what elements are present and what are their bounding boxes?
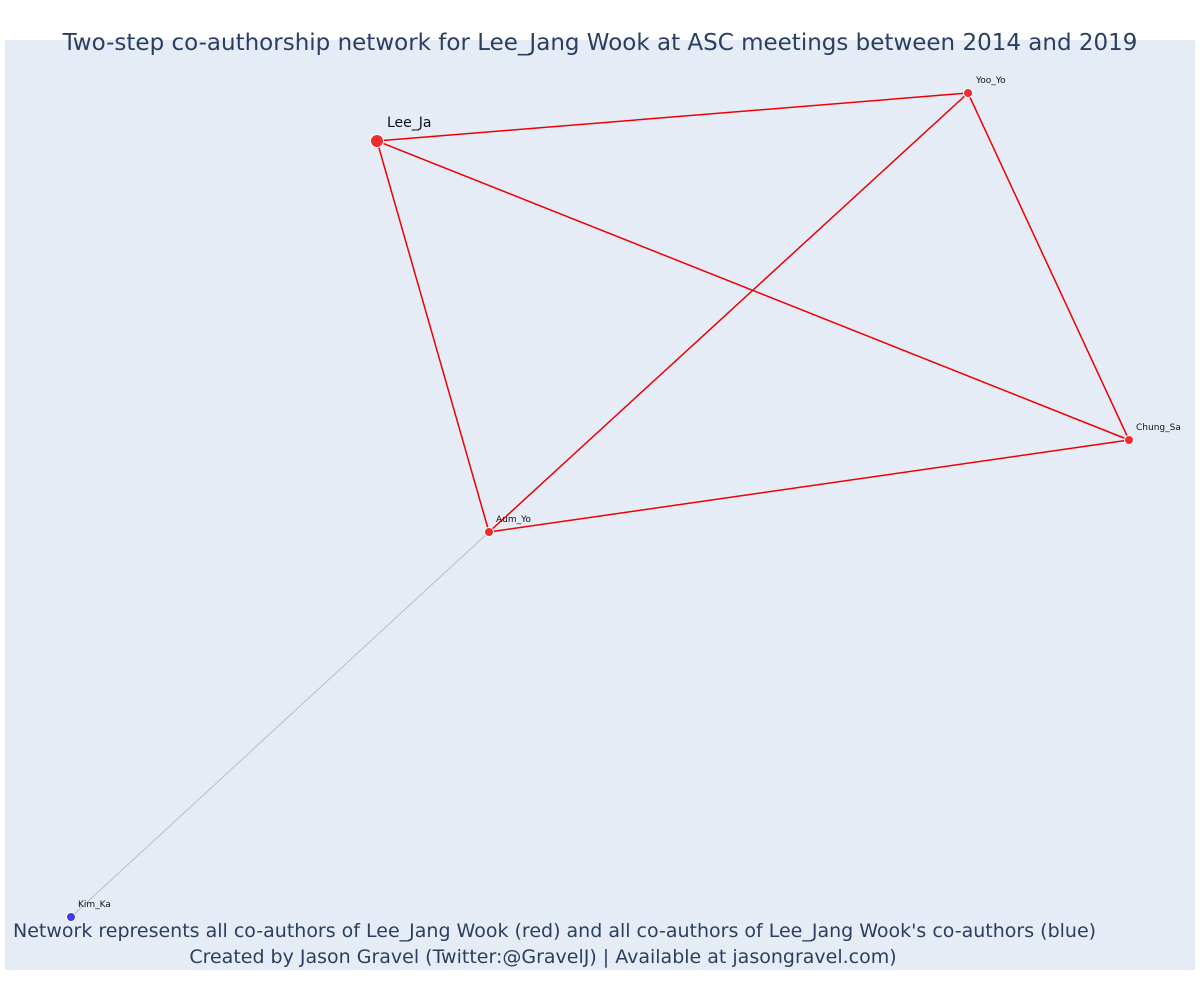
edge-lee-ja-aum-yo bbox=[376, 140, 490, 533]
edge-lee-ja-yoo-yo bbox=[376, 92, 969, 142]
node-yoo-yo[interactable] bbox=[963, 88, 973, 98]
labels-layer: Lee_Ja Yoo_Yo Chung_Sa Aum_Yo Kim_Ka bbox=[78, 76, 1181, 910]
node-kim-ka[interactable] bbox=[66, 912, 76, 922]
node-label-kim-ka: Kim_Ka bbox=[78, 900, 111, 910]
caption: Network represents all co-authors of Lee… bbox=[13, 918, 1097, 970]
node-aum-yo[interactable] bbox=[484, 527, 494, 537]
edge-aum-yo-kim-ka bbox=[70, 531, 490, 918]
caption-line-1: Network represents all co-authors of Lee… bbox=[13, 920, 1097, 942]
edges-layer bbox=[70, 92, 1130, 918]
node-label-lee-ja: Lee_Ja bbox=[387, 115, 432, 131]
node-label-chung-sa: Chung_Sa bbox=[1136, 423, 1181, 433]
nodes-layer bbox=[66, 88, 1134, 922]
plot-area bbox=[5, 40, 1195, 970]
caption-line-2: Created by Jason Gravel (Twitter:@Gravel… bbox=[189, 946, 897, 968]
chart-title: Two-step co-authorship network for Lee_J… bbox=[62, 30, 1138, 56]
edge-aum-yo-chung-sa bbox=[488, 439, 1130, 533]
edge-yoo-yo-aum-yo bbox=[488, 92, 969, 533]
node-label-yoo-yo: Yoo_Yo bbox=[975, 76, 1006, 86]
node-label-aum-yo: Aum_Yo bbox=[496, 515, 531, 525]
edge-yoo-yo-chung-sa bbox=[967, 92, 1130, 441]
node-lee-ja[interactable] bbox=[370, 134, 384, 148]
node-chung-sa[interactable] bbox=[1124, 435, 1134, 445]
